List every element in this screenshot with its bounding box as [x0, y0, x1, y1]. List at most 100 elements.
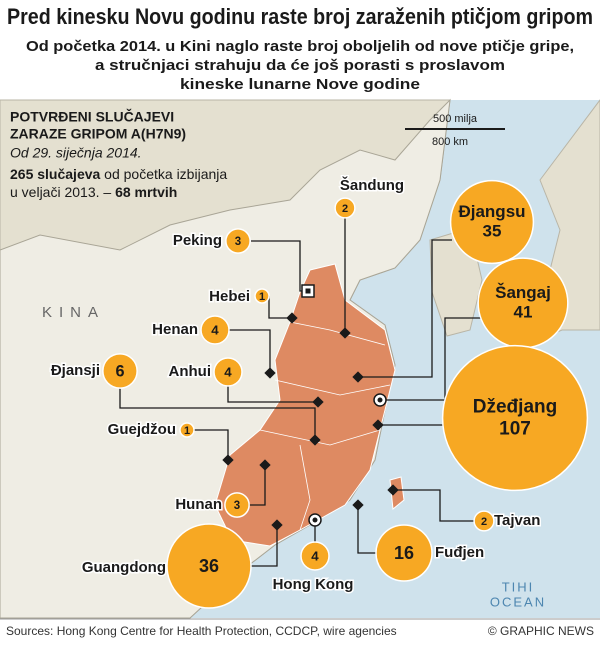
- case-count: 4: [211, 323, 219, 338]
- case-count: 107: [499, 418, 531, 439]
- case-bubble: [179, 422, 195, 438]
- panel-summary: u veljači 2013. – 68 mrtvih: [10, 184, 177, 200]
- case-bubble: [254, 288, 270, 304]
- case-count: 41: [514, 303, 533, 322]
- case-count: 1: [259, 291, 265, 303]
- panel-heading: POTVRĐENI SLUČAJEVI: [10, 108, 174, 125]
- location-marker: [352, 499, 364, 511]
- deaths-total: 68 mrtvih: [115, 184, 177, 200]
- case-bubble: [300, 541, 330, 571]
- case-count: 1: [184, 425, 190, 437]
- case-count: 4: [311, 549, 319, 564]
- leader-line: [380, 317, 482, 401]
- province-label: Šandung: [340, 176, 404, 194]
- case-bubble: [102, 353, 138, 389]
- capital-marker-dot: [305, 288, 311, 294]
- province-label: Đjansji: [51, 362, 100, 379]
- province-border: [289, 321, 386, 346]
- case-count: 2: [342, 203, 348, 215]
- province-label: Guejdžou: [108, 421, 176, 438]
- location-marker: [286, 312, 298, 324]
- location-marker: [222, 454, 234, 466]
- bubbles: 2 Šandung 3 Peking 1 Hebei 4 Henan 4 Anhui 6 Đjansj…: [49, 174, 589, 609]
- leader-line: [250, 525, 278, 567]
- location-marker: [372, 419, 384, 431]
- case-bubble: [213, 357, 243, 387]
- panel-summary: 265 slučajeva od početka izbijanja: [10, 166, 227, 182]
- title: Pred kinesku Novu godinu raste broj zara…: [7, 4, 593, 29]
- province-label: Peking: [173, 232, 222, 249]
- case-count: 2: [481, 516, 487, 528]
- case-bubble: [166, 523, 252, 609]
- leader-line: [268, 296, 292, 319]
- province-border: [299, 444, 311, 531]
- province-border: [259, 429, 381, 446]
- case-bubble: [441, 344, 589, 492]
- case-count: 4: [224, 365, 232, 380]
- province-label: Hunan: [175, 496, 222, 513]
- leader-line: [393, 489, 474, 522]
- leaders: [119, 218, 482, 567]
- scale-bar: 500 milja 800 km: [405, 113, 505, 148]
- subtitle: a stručnjaci strahuju da će još porasti …: [95, 57, 505, 74]
- country-label: KINA: [42, 304, 105, 321]
- province-label: Džeđjang: [473, 397, 557, 418]
- ocean-label: TIHI: [502, 579, 535, 594]
- city-marker-dot: [377, 397, 383, 403]
- case-count: 36: [199, 556, 219, 576]
- location-marker: [352, 371, 364, 383]
- province-label: Anhui: [169, 363, 212, 380]
- credit: © GRAPHIC NEWS: [488, 624, 594, 638]
- province-label: Hebei: [209, 288, 250, 305]
- location-marker: [271, 519, 283, 531]
- province-label: Hong Kong: [273, 576, 354, 593]
- location-marker: [264, 367, 276, 379]
- location-marker: [387, 484, 399, 496]
- scale-km: 800 km: [432, 136, 468, 148]
- province-label: Guangdong: [82, 559, 166, 576]
- subtitle: Od početka 2014. u Kini naglo raste broj…: [26, 38, 574, 55]
- province-label: Fuđjen: [435, 544, 484, 561]
- case-bubble: [375, 524, 433, 582]
- info-panel: POTVRĐENI SLUČAJEVI ZARAZE GRIPOM A(H7N9…: [10, 108, 227, 200]
- case-bubble: [449, 179, 535, 265]
- affected-provinces: [214, 263, 396, 547]
- leader-line: [119, 388, 316, 440]
- case-count: 16: [394, 543, 414, 563]
- leader-line: [358, 239, 452, 378]
- summary-text: u veljači 2013. –: [10, 184, 115, 200]
- province-label: Šangaj: [495, 283, 551, 302]
- case-count: 6: [115, 362, 124, 380]
- case-bubble: [224, 492, 250, 518]
- province-label: Henan: [152, 321, 198, 338]
- location-marker: [339, 327, 351, 339]
- location-marker: [309, 434, 321, 446]
- leader-line: [227, 386, 318, 403]
- cases-total: 265 slučajeva: [10, 166, 101, 182]
- sources: Sources: Hong Kong Centre for Health Pro…: [6, 624, 397, 638]
- scale-miles: 500 milja: [433, 113, 478, 125]
- province-label: Đjangsu: [458, 202, 525, 221]
- leader-line: [357, 505, 377, 554]
- leader-line: [249, 465, 266, 506]
- summary-text: od početka izbijanja: [100, 166, 227, 182]
- case-count: 3: [235, 236, 241, 248]
- case-count: 35: [483, 222, 502, 241]
- case-bubble: [200, 315, 230, 345]
- location-marker: [312, 396, 324, 408]
- leader-line: [194, 429, 229, 460]
- leader-line: [229, 329, 271, 373]
- case-count: 3: [234, 500, 240, 512]
- ocean-label: OCEAN: [490, 594, 546, 609]
- location-marker: [259, 459, 271, 471]
- case-bubble: [225, 228, 251, 254]
- province-label: Tajvan: [494, 512, 540, 529]
- case-bubble: [473, 510, 495, 532]
- province-border: [274, 379, 391, 396]
- case-bubble: [334, 197, 356, 219]
- panel-heading: ZARAZE GRIPOM A(H7N9): [10, 126, 186, 142]
- city-marker-dot: [312, 517, 318, 523]
- panel-date: Od 29. siječnja 2014.: [10, 145, 142, 161]
- subtitle: kineske lunarne Nove godine: [180, 76, 420, 93]
